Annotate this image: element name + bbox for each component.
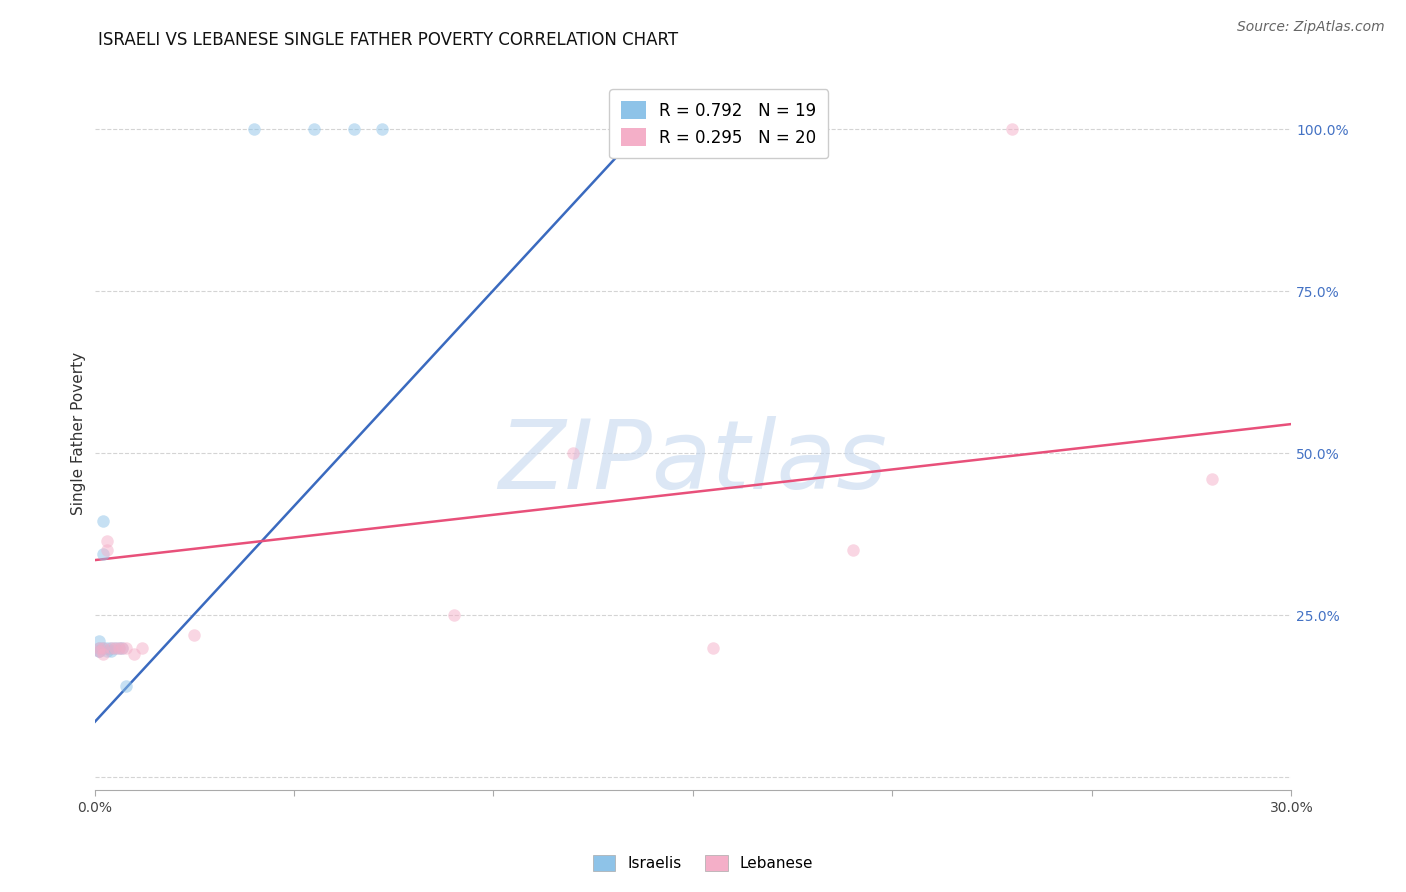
Point <box>562 446 585 460</box>
Point <box>91 647 114 661</box>
Point <box>100 640 122 655</box>
Point <box>87 634 110 648</box>
Legend: R = 0.792   N = 19, R = 0.295   N = 20: R = 0.792 N = 19, R = 0.295 N = 20 <box>609 89 828 159</box>
Point <box>103 640 125 655</box>
Point <box>124 647 146 661</box>
Point <box>103 640 125 655</box>
Point <box>111 640 134 655</box>
Point <box>371 122 394 136</box>
Point <box>96 533 118 548</box>
Point <box>443 608 465 623</box>
Legend: Israelis, Lebanese: Israelis, Lebanese <box>586 849 820 877</box>
Point <box>302 122 325 136</box>
Point <box>131 640 153 655</box>
Text: ISRAELI VS LEBANESE SINGLE FATHER POVERTY CORRELATION CHART: ISRAELI VS LEBANESE SINGLE FATHER POVERT… <box>98 31 679 49</box>
Point <box>96 644 118 658</box>
Text: Source: ZipAtlas.com: Source: ZipAtlas.com <box>1237 20 1385 34</box>
Point <box>87 644 110 658</box>
Point <box>87 644 110 658</box>
Point <box>702 640 724 655</box>
Point <box>115 680 138 694</box>
Point <box>100 644 122 658</box>
Point <box>96 543 118 558</box>
Text: ZIPatlas: ZIPatlas <box>499 416 887 508</box>
Point <box>87 640 110 655</box>
Point <box>343 122 366 136</box>
Point <box>115 640 138 655</box>
Point <box>87 644 110 658</box>
Point <box>1001 122 1024 136</box>
Point <box>183 627 205 641</box>
Point <box>111 640 134 655</box>
Point <box>107 640 129 655</box>
Point <box>87 640 110 655</box>
Point <box>91 514 114 528</box>
Point <box>91 547 114 561</box>
Point <box>100 640 122 655</box>
Point <box>107 640 129 655</box>
Point <box>243 122 266 136</box>
Y-axis label: Single Father Poverty: Single Father Poverty <box>72 352 86 516</box>
Point <box>1201 472 1223 486</box>
Point <box>96 640 118 655</box>
Point <box>91 640 114 655</box>
Point <box>841 543 863 558</box>
Point <box>91 640 114 655</box>
